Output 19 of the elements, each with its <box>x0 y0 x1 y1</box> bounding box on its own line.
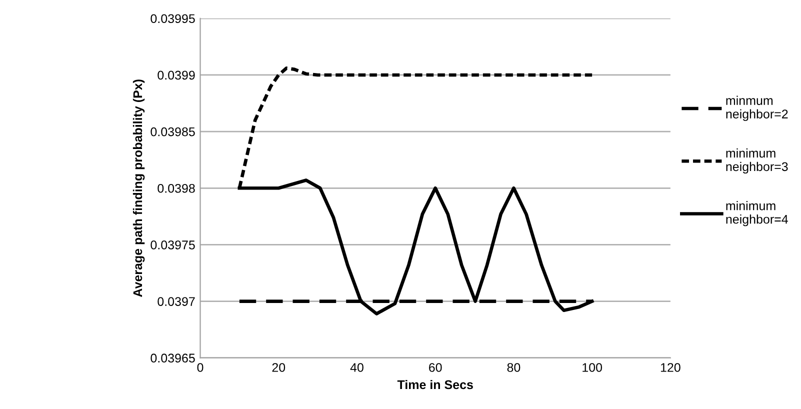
legend-label: minimum neighbor=3 <box>726 148 788 174</box>
y-tick-label: 0.03975 <box>150 240 195 250</box>
x-tick-label: 100 <box>582 363 602 372</box>
y-tick-label: 0.03995 <box>150 14 195 24</box>
x-axis-title: Time in Secs <box>397 380 473 390</box>
x-tick-label: 0 <box>197 363 204 372</box>
legend-label: minimum neighbor=4 <box>726 201 788 226</box>
legend-label: minmum neighbor=2 <box>726 96 788 121</box>
y-tick-label: 0.0399 <box>158 70 195 80</box>
y-tick-label: 0.0398 <box>158 184 195 193</box>
x-tick-label: 20 <box>272 363 286 372</box>
x-tick-label: 60 <box>429 363 442 372</box>
x-tick-label: 40 <box>350 363 364 372</box>
x-tick-label: 120 <box>660 363 680 372</box>
y-tick-label: 0.03965 <box>150 354 195 363</box>
y-tick-label: 0.03985 <box>150 127 195 136</box>
y-axis-title: Average path finding probability (Px) <box>132 80 145 297</box>
x-tick-label: 80 <box>507 363 520 372</box>
y-tick-label: 0.0397 <box>158 297 195 306</box>
